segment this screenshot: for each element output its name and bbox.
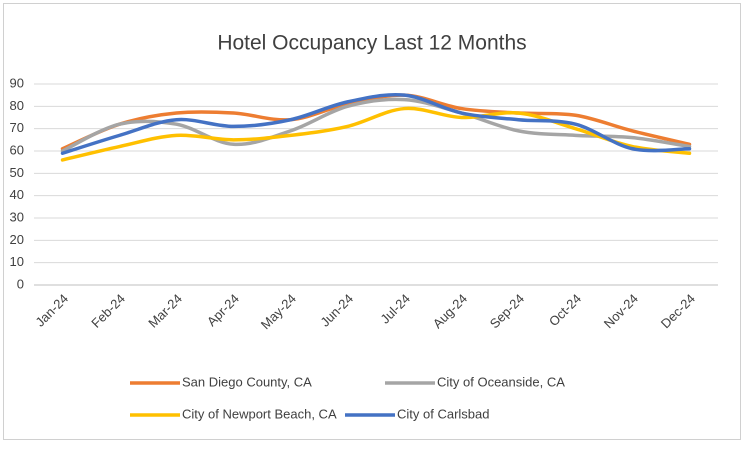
chart-border [3,3,741,440]
y-tick-label: 80 [10,98,24,113]
legend-label: City of Newport Beach, CA [182,406,337,421]
y-tick-label: 0 [17,276,24,291]
y-tick-label: 20 [10,232,24,247]
series-line [60,106,692,162]
y-tick-label: 50 [10,165,24,180]
y-tick-label: 10 [10,254,24,269]
series-line [60,93,692,155]
y-tick-label: 90 [10,75,24,90]
legend-label: City of Carlsbad [397,406,489,421]
y-tick-label: 70 [10,120,24,135]
legend-label: San Diego County, CA [182,374,312,389]
y-tick-label: 40 [10,187,24,202]
series-line [60,97,692,153]
legend-label: City of Oceanside, CA [437,374,565,389]
y-tick-label: 60 [10,142,24,157]
y-tick-label: 30 [10,209,24,224]
chart-title: Hotel Occupancy Last 12 Months [217,32,526,55]
